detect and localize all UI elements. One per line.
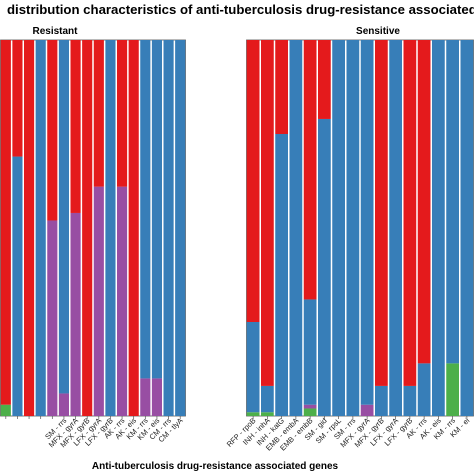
bar-segment [105,40,116,416]
bar-segment [70,212,81,416]
bar-segment [417,363,431,416]
bar-segment [128,40,139,416]
bar-segment [303,404,317,409]
bar-segment [403,40,417,386]
bar-segment [12,40,23,157]
bar-segment [460,40,474,416]
bar-segment [275,134,288,416]
bar-segment [24,40,35,416]
bar-segment [151,378,163,416]
bar-segment [446,363,459,416]
bar-segment [261,385,274,413]
bar-segment [35,40,46,416]
bar-segment [93,186,104,416]
bar-segment [151,40,163,379]
bar-segment [12,156,23,416]
bar-segment [70,40,81,213]
bar-segment [318,40,331,119]
bar-segment [303,299,317,405]
bar-segment [303,408,317,416]
bar-segment [246,40,260,322]
bar-segment [446,40,459,364]
bar-segment [140,378,151,416]
bar-segment [261,40,274,386]
panel-title-sensitive: Sensitive [356,26,400,37]
bar-segment [303,40,317,300]
bar-segment [47,220,58,416]
bar-segment [261,412,274,416]
bar-segment [140,40,151,379]
bar-segment [58,40,70,394]
chart-title: distribution characteristics of anti-tub… [7,2,474,17]
bar-segment [417,40,431,364]
bar-segment [275,40,288,134]
bar-segment [246,322,260,413]
bar-segment [289,40,303,416]
bar-segment [318,118,331,417]
bar-segment [332,40,345,416]
bar-segment [117,40,128,187]
bar-segment [246,412,260,416]
bar-segment [0,40,11,405]
bar-segment [346,40,360,416]
bar-segment [82,40,93,416]
bar-segment [58,393,70,416]
bar-segment [360,40,374,405]
bar-segment [163,40,174,416]
bar-segment [175,40,186,416]
bar-segment [375,40,388,386]
bar-segment [389,40,402,416]
bar-segment [117,186,128,416]
bar-segment [403,385,417,416]
x-axis-label: Anti-tuberculosis drug-resistance associ… [92,461,339,472]
bar-segment [432,40,445,416]
bar-segment [0,404,11,416]
bar-segment [375,385,388,416]
bar-segment [47,40,58,221]
panel-title-resistant: Resistant [32,26,78,37]
bar-segment [93,40,104,187]
bar-segment [360,404,374,416]
